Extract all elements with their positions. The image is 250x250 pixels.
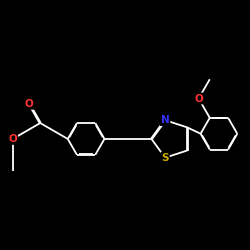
Text: O: O xyxy=(194,94,203,104)
Text: O: O xyxy=(8,134,17,144)
Text: N: N xyxy=(161,115,170,125)
Text: O: O xyxy=(25,99,34,109)
Text: S: S xyxy=(161,153,169,163)
